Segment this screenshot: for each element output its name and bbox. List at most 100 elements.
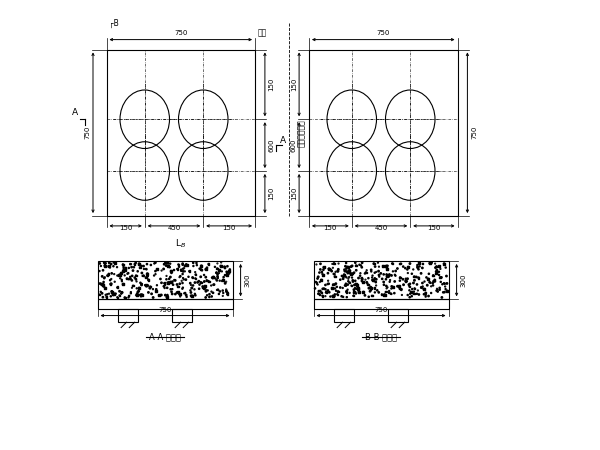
Point	[441, 285, 451, 292]
Point	[382, 282, 391, 289]
Point	[404, 287, 414, 294]
Point	[347, 282, 356, 289]
Point	[201, 266, 211, 273]
Point	[121, 266, 130, 274]
Point	[112, 264, 122, 271]
Point	[367, 274, 377, 281]
Point	[130, 261, 140, 268]
Point	[353, 284, 362, 291]
Point	[100, 262, 110, 269]
Point	[167, 288, 176, 295]
Point	[138, 272, 148, 279]
Point	[437, 274, 446, 281]
Point	[358, 259, 367, 266]
Point	[206, 282, 216, 289]
Point	[418, 283, 428, 290]
Point	[357, 274, 367, 282]
Point	[395, 274, 405, 281]
Point	[345, 267, 355, 274]
Point	[349, 289, 359, 296]
Point	[361, 269, 371, 276]
Point	[416, 270, 426, 277]
Point	[186, 292, 196, 299]
Point	[368, 276, 377, 284]
Point	[419, 278, 429, 285]
Point	[176, 267, 186, 274]
Point	[349, 286, 359, 293]
Point	[178, 274, 188, 282]
Point	[334, 288, 343, 295]
Point	[113, 294, 122, 301]
Point	[172, 266, 182, 273]
Point	[132, 278, 142, 285]
Point	[389, 289, 399, 297]
Point	[103, 272, 112, 279]
Point	[107, 288, 116, 295]
Point	[135, 264, 145, 271]
Point	[405, 294, 415, 301]
Point	[418, 279, 427, 287]
Point	[432, 263, 442, 270]
Point	[116, 270, 126, 277]
Point	[316, 260, 325, 267]
Point	[366, 284, 376, 291]
Point	[109, 259, 119, 266]
Point	[145, 283, 155, 290]
Point	[363, 281, 373, 288]
Point	[118, 289, 127, 296]
Point	[218, 289, 228, 297]
Point	[111, 290, 121, 297]
Point	[382, 262, 391, 270]
Point	[181, 261, 191, 268]
Point	[367, 266, 376, 274]
Point	[410, 277, 419, 284]
Point	[205, 293, 214, 301]
Text: 150: 150	[223, 225, 236, 231]
Point	[366, 284, 376, 291]
Point	[97, 273, 107, 280]
Point	[212, 260, 222, 267]
Point	[421, 289, 430, 297]
Point	[151, 270, 160, 278]
Point	[416, 284, 426, 291]
Point	[215, 288, 224, 295]
Point	[98, 281, 108, 288]
Point	[224, 268, 234, 275]
Point	[317, 270, 327, 278]
Point	[103, 291, 112, 298]
Point	[202, 264, 212, 271]
Point	[185, 268, 194, 275]
Point	[190, 269, 200, 276]
Point	[181, 276, 191, 283]
Point	[188, 259, 198, 266]
Point	[149, 260, 159, 267]
Point	[178, 260, 187, 267]
Point	[185, 279, 195, 287]
Point	[370, 274, 380, 282]
Point	[139, 272, 148, 279]
Point	[430, 260, 440, 267]
Text: 150: 150	[269, 78, 275, 91]
Point	[142, 261, 152, 268]
Point	[194, 285, 204, 292]
Point	[218, 287, 227, 294]
Point	[202, 292, 212, 299]
Point	[345, 279, 355, 286]
Point	[358, 279, 368, 286]
Point	[378, 262, 388, 270]
Point	[139, 262, 148, 270]
Point	[221, 286, 231, 293]
Point	[377, 275, 387, 283]
Point	[115, 272, 125, 279]
Text: 450: 450	[374, 225, 388, 231]
Point	[382, 288, 392, 296]
Point	[419, 285, 428, 292]
Point	[199, 278, 209, 285]
Point	[214, 290, 224, 297]
Point	[160, 281, 170, 288]
Point	[357, 264, 367, 271]
Point	[351, 290, 361, 297]
Point	[141, 274, 151, 281]
Point	[216, 262, 226, 270]
Point	[201, 266, 211, 273]
